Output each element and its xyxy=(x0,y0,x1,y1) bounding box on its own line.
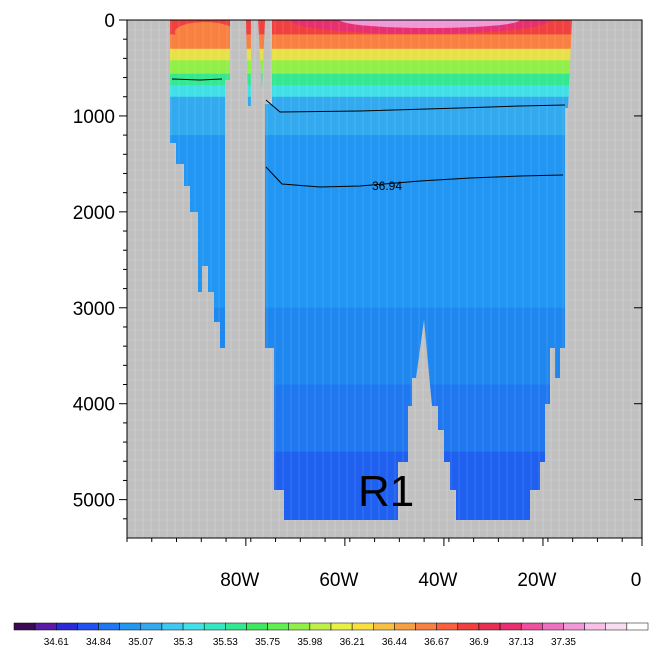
colorbar-swatch xyxy=(499,622,522,631)
colorbar-label: 37.35 xyxy=(551,637,576,648)
colorbar-swatch xyxy=(119,622,142,631)
colorbar-swatch xyxy=(34,622,57,631)
colorbar-label: 36.44 xyxy=(382,637,407,648)
colorbar-label: 36.21 xyxy=(340,637,365,648)
x-tick-label: 60W xyxy=(319,570,358,591)
colorbar-swatch xyxy=(267,622,289,631)
y-tick-label: 2000 xyxy=(73,203,115,224)
colorbar-swatch xyxy=(288,622,311,631)
colorbar-label: 37.13 xyxy=(509,637,534,648)
colorbar-label: 36.67 xyxy=(424,637,449,648)
colorbar: 34.61 34.84 35.07 35.3 35.53 35.75 35.98 36.21 3… xyxy=(13,622,649,648)
colorbar-swatch xyxy=(182,622,205,631)
colorbar-label: 34.84 xyxy=(86,637,111,648)
colorbar-swatch xyxy=(394,622,416,631)
y-tick-label: 4000 xyxy=(73,395,115,416)
plot-frame xyxy=(126,19,643,539)
colorbar-label: 34.61 xyxy=(44,637,69,648)
colorbar-swatch xyxy=(203,622,226,631)
colorbar-swatch xyxy=(584,622,606,631)
y-tick-label: 0 xyxy=(104,11,115,32)
colorbar-swatch xyxy=(563,622,585,631)
colorbar-swatch xyxy=(98,622,120,631)
salinity-band xyxy=(170,60,572,75)
colorbar-label: 35.53 xyxy=(213,637,238,648)
axes-layer: 0 1000 2000 3000 4000 5000 80W 60W 40W 20W 0 xyxy=(73,11,643,591)
contour-line-lower xyxy=(265,166,564,188)
colorbar-label: 35.3 xyxy=(173,637,193,648)
colorbar-swatch xyxy=(309,622,332,631)
surface-west xyxy=(175,22,235,42)
colorbar-swatch xyxy=(246,622,268,631)
colorbar-label: 35.98 xyxy=(297,637,322,648)
surface-max xyxy=(290,20,550,34)
surface-max-core xyxy=(340,20,520,28)
data-layer xyxy=(127,20,642,538)
colorbar-swatch xyxy=(161,622,184,631)
salinity-band xyxy=(170,85,572,98)
colorbar-swatch xyxy=(436,622,459,631)
salinity-band xyxy=(170,96,572,136)
colorbar-swatch xyxy=(330,622,353,631)
colorbar-swatch xyxy=(13,622,36,631)
colorbar-label: 35.07 xyxy=(128,637,153,648)
colorbar-swatch xyxy=(457,622,480,631)
colorbar-swatch xyxy=(626,622,649,631)
colorbar-swatch xyxy=(225,622,247,631)
y-tick-label: 3000 xyxy=(73,299,115,320)
contour-line-upper xyxy=(265,99,566,113)
contour-label: 36.94 xyxy=(372,179,402,193)
contour-layer: 36.94 xyxy=(171,78,566,193)
x-tick-label: 80W xyxy=(220,570,259,591)
contour-line-west xyxy=(171,78,223,81)
colorbar-swatch xyxy=(415,622,437,631)
y-tick-label: 1000 xyxy=(73,107,115,128)
colorbar-swatch xyxy=(520,622,543,631)
region-label: R1 xyxy=(358,467,414,516)
colorbar-swatch xyxy=(351,622,374,631)
salinity-band xyxy=(170,48,572,61)
colorbar-swatch xyxy=(140,622,163,631)
colorbar-swatch xyxy=(542,622,564,631)
y-tick-label: 5000 xyxy=(73,491,115,512)
x-tick-label: 0 xyxy=(631,570,642,591)
colorbar-label: 35.75 xyxy=(255,637,280,648)
colorbar-swatch xyxy=(605,622,628,631)
x-tick-label: 40W xyxy=(418,570,457,591)
colorbar-swatch xyxy=(77,622,99,631)
colorbar-label: 36.9 xyxy=(469,637,489,648)
colorbar-swatch xyxy=(56,622,78,631)
colorbar-swatch xyxy=(478,622,501,631)
x-tick-label: 20W xyxy=(517,570,556,591)
colorbar-swatch xyxy=(373,622,395,631)
